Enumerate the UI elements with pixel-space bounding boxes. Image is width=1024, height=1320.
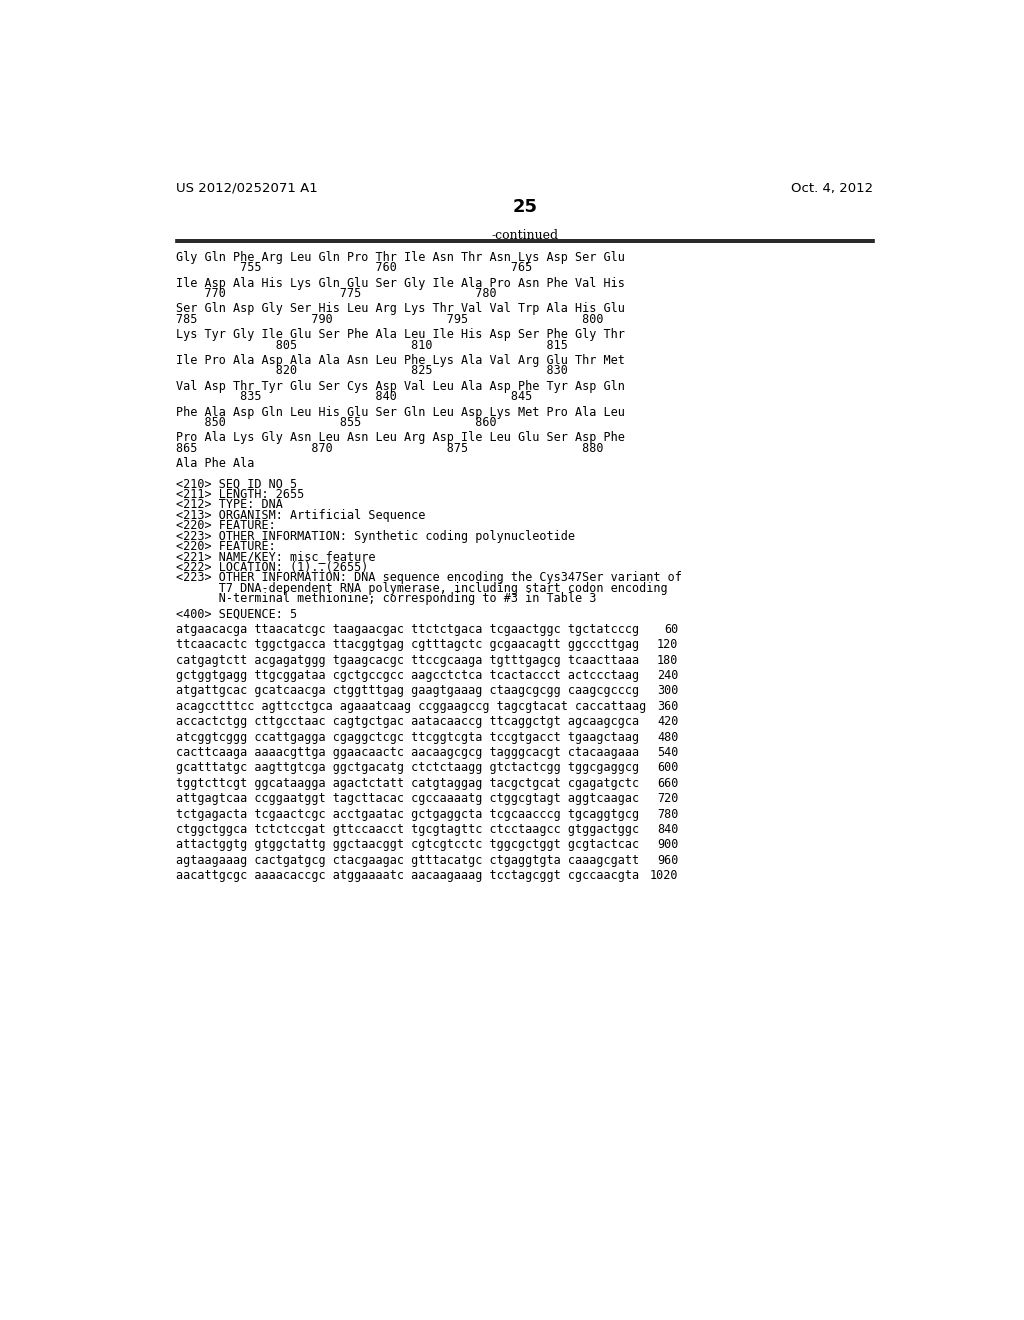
Text: <220> FEATURE:: <220> FEATURE: [176, 519, 275, 532]
Text: 1020: 1020 [650, 869, 678, 882]
Text: <210> SEQ ID NO 5: <210> SEQ ID NO 5 [176, 478, 297, 491]
Text: Ile Asp Ala His Lys Gln Glu Ser Gly Ile Ala Pro Asn Phe Val His: Ile Asp Ala His Lys Gln Glu Ser Gly Ile … [176, 277, 625, 289]
Text: gcatttatgc aagttgtcga ggctgacatg ctctctaagg gtctactcgg tggcgaggcg: gcatttatgc aagttgtcga ggctgacatg ctctcta… [176, 762, 639, 775]
Text: 900: 900 [656, 838, 678, 851]
Text: 180: 180 [656, 653, 678, 667]
Text: 540: 540 [656, 746, 678, 759]
Text: ttcaacactc tggctgacca ttacggtgag cgtttagctc gcgaacagtt ggcccttgag: ttcaacactc tggctgacca ttacggtgag cgtttag… [176, 638, 639, 651]
Text: ctggctggca tctctccgat gttccaacct tgcgtagttc ctcctaagcc gtggactggc: ctggctggca tctctccgat gttccaacct tgcgtag… [176, 822, 639, 836]
Text: <212> TYPE: DNA: <212> TYPE: DNA [176, 499, 283, 511]
Text: 660: 660 [656, 776, 678, 789]
Text: T7 DNA-dependent RNA polymerase, including start codon encoding: T7 DNA-dependent RNA polymerase, includi… [176, 582, 668, 594]
Text: 300: 300 [656, 684, 678, 697]
Text: Gly Gln Phe Arg Leu Gln Pro Thr Ile Asn Thr Asn Lys Asp Ser Glu: Gly Gln Phe Arg Leu Gln Pro Thr Ile Asn … [176, 251, 625, 264]
Text: accactctgg cttgcctaac cagtgctgac aatacaaccg ttcaggctgt agcaagcgca: accactctgg cttgcctaac cagtgctgac aatacaa… [176, 715, 639, 729]
Text: Ala Phe Ala: Ala Phe Ala [176, 457, 254, 470]
Text: attactggtg gtggctattg ggctaacggt cgtcgtcctc tggcgctggt gcgtactcac: attactggtg gtggctattg ggctaacggt cgtcgtc… [176, 838, 639, 851]
Text: Lys Tyr Gly Ile Glu Ser Phe Ala Leu Ile His Asp Ser Phe Gly Thr: Lys Tyr Gly Ile Glu Ser Phe Ala Leu Ile … [176, 329, 625, 341]
Text: <223> OTHER INFORMATION: Synthetic coding polynucleotide: <223> OTHER INFORMATION: Synthetic codin… [176, 529, 575, 543]
Text: acagcctttcc agttcctgca agaaatcaag ccggaagccg tagcgtacat caccattaag: acagcctttcc agttcctgca agaaatcaag ccggaa… [176, 700, 646, 713]
Text: Pro Ala Lys Gly Asn Leu Asn Leu Arg Asp Ile Leu Glu Ser Asp Phe: Pro Ala Lys Gly Asn Leu Asn Leu Arg Asp … [176, 432, 625, 445]
Text: US 2012/0252071 A1: US 2012/0252071 A1 [176, 182, 317, 194]
Text: 785                790                795                800: 785 790 795 800 [176, 313, 603, 326]
Text: 865                870                875                880: 865 870 875 880 [176, 442, 603, 455]
Text: N-terminal methionine; corresponding to #3 in Table 3: N-terminal methionine; corresponding to … [176, 591, 596, 605]
Text: 720: 720 [656, 792, 678, 805]
Text: <222> LOCATION: (1)..(2655): <222> LOCATION: (1)..(2655) [176, 561, 369, 574]
Text: catgagtctt acgagatggg tgaagcacgc ttccgcaaga tgtttgagcg tcaacttaaa: catgagtctt acgagatggg tgaagcacgc ttccgca… [176, 653, 639, 667]
Text: 960: 960 [656, 854, 678, 867]
Text: gctggtgagg ttgcggataa cgctgccgcc aagcctctca tcactaccct actccctaag: gctggtgagg ttgcggataa cgctgccgcc aagcctc… [176, 669, 639, 682]
Text: aacattgcgc aaaacaccgc atggaaaatc aacaagaaag tcctagcggt cgccaacgta: aacattgcgc aaaacaccgc atggaaaatc aacaaga… [176, 869, 639, 882]
Text: 25: 25 [512, 198, 538, 216]
Text: <221> NAME/KEY: misc_feature: <221> NAME/KEY: misc_feature [176, 550, 376, 564]
Text: 480: 480 [656, 730, 678, 743]
Text: Ser Gln Asp Gly Ser His Leu Arg Lys Thr Val Val Trp Ala His Glu: Ser Gln Asp Gly Ser His Leu Arg Lys Thr … [176, 302, 625, 315]
Text: tggtcttcgt ggcataagga agactctatt catgtaggag tacgctgcat cgagatgctc: tggtcttcgt ggcataagga agactctatt catgtag… [176, 776, 639, 789]
Text: atcggtcggg ccattgagga cgaggctcgc ttcggtcgta tccgtgacct tgaagctaag: atcggtcggg ccattgagga cgaggctcgc ttcggtc… [176, 730, 639, 743]
Text: Ile Pro Ala Asp Ala Ala Asn Leu Phe Lys Ala Val Arg Glu Thr Met: Ile Pro Ala Asp Ala Ala Asn Leu Phe Lys … [176, 354, 625, 367]
Text: 850                855                860: 850 855 860 [176, 416, 497, 429]
Text: Val Asp Thr Tyr Glu Ser Cys Asp Val Leu Ala Asp Phe Tyr Asp Gln: Val Asp Thr Tyr Glu Ser Cys Asp Val Leu … [176, 380, 625, 393]
Text: 755                760                765: 755 760 765 [176, 261, 532, 275]
Text: <213> ORGANISM: Artificial Sequence: <213> ORGANISM: Artificial Sequence [176, 508, 425, 521]
Text: Phe Ala Asp Gln Leu His Glu Ser Gln Leu Asp Lys Met Pro Ala Leu: Phe Ala Asp Gln Leu His Glu Ser Gln Leu … [176, 405, 625, 418]
Text: <223> OTHER INFORMATION: DNA sequence encoding the Cys347Ser variant of: <223> OTHER INFORMATION: DNA sequence en… [176, 572, 682, 585]
Text: -continued: -continued [492, 230, 558, 243]
Text: <220> FEATURE:: <220> FEATURE: [176, 540, 275, 553]
Text: 835                840                845: 835 840 845 [176, 391, 532, 403]
Text: atgattgcac gcatcaacga ctggtttgag gaagtgaaag ctaagcgcgg caagcgcccg: atgattgcac gcatcaacga ctggtttgag gaagtga… [176, 684, 639, 697]
Text: tctgagacta tcgaactcgc acctgaatac gctgaggcta tcgcaacccg tgcaggtgcg: tctgagacta tcgaactcgc acctgaatac gctgagg… [176, 808, 639, 821]
Text: 120: 120 [656, 638, 678, 651]
Text: 420: 420 [656, 715, 678, 729]
Text: 805                810                815: 805 810 815 [176, 339, 568, 351]
Text: attgagtcaa ccggaatggt tagcttacac cgccaaaatg ctggcgtagt aggtcaagac: attgagtcaa ccggaatggt tagcttacac cgccaaa… [176, 792, 639, 805]
Text: cacttcaaga aaaacgttga ggaacaactc aacaagcgcg tagggcacgt ctacaagaaa: cacttcaaga aaaacgttga ggaacaactc aacaagc… [176, 746, 639, 759]
Text: 820                825                830: 820 825 830 [176, 364, 568, 378]
Text: atgaacacga ttaacatcgc taagaacgac ttctctgaca tcgaactggc tgctatcccg: atgaacacga ttaacatcgc taagaacgac ttctctg… [176, 623, 639, 636]
Text: 780: 780 [656, 808, 678, 821]
Text: <400> SEQUENCE: 5: <400> SEQUENCE: 5 [176, 607, 297, 620]
Text: 60: 60 [664, 623, 678, 636]
Text: 770                775                780: 770 775 780 [176, 286, 497, 300]
Text: Oct. 4, 2012: Oct. 4, 2012 [792, 182, 873, 194]
Text: 600: 600 [656, 762, 678, 775]
Text: 240: 240 [656, 669, 678, 682]
Text: 840: 840 [656, 822, 678, 836]
Text: 360: 360 [656, 700, 678, 713]
Text: agtaagaaag cactgatgcg ctacgaagac gtttacatgc ctgaggtgta caaagcgatt: agtaagaaag cactgatgcg ctacgaagac gtttaca… [176, 854, 639, 867]
Text: <211> LENGTH: 2655: <211> LENGTH: 2655 [176, 488, 304, 502]
